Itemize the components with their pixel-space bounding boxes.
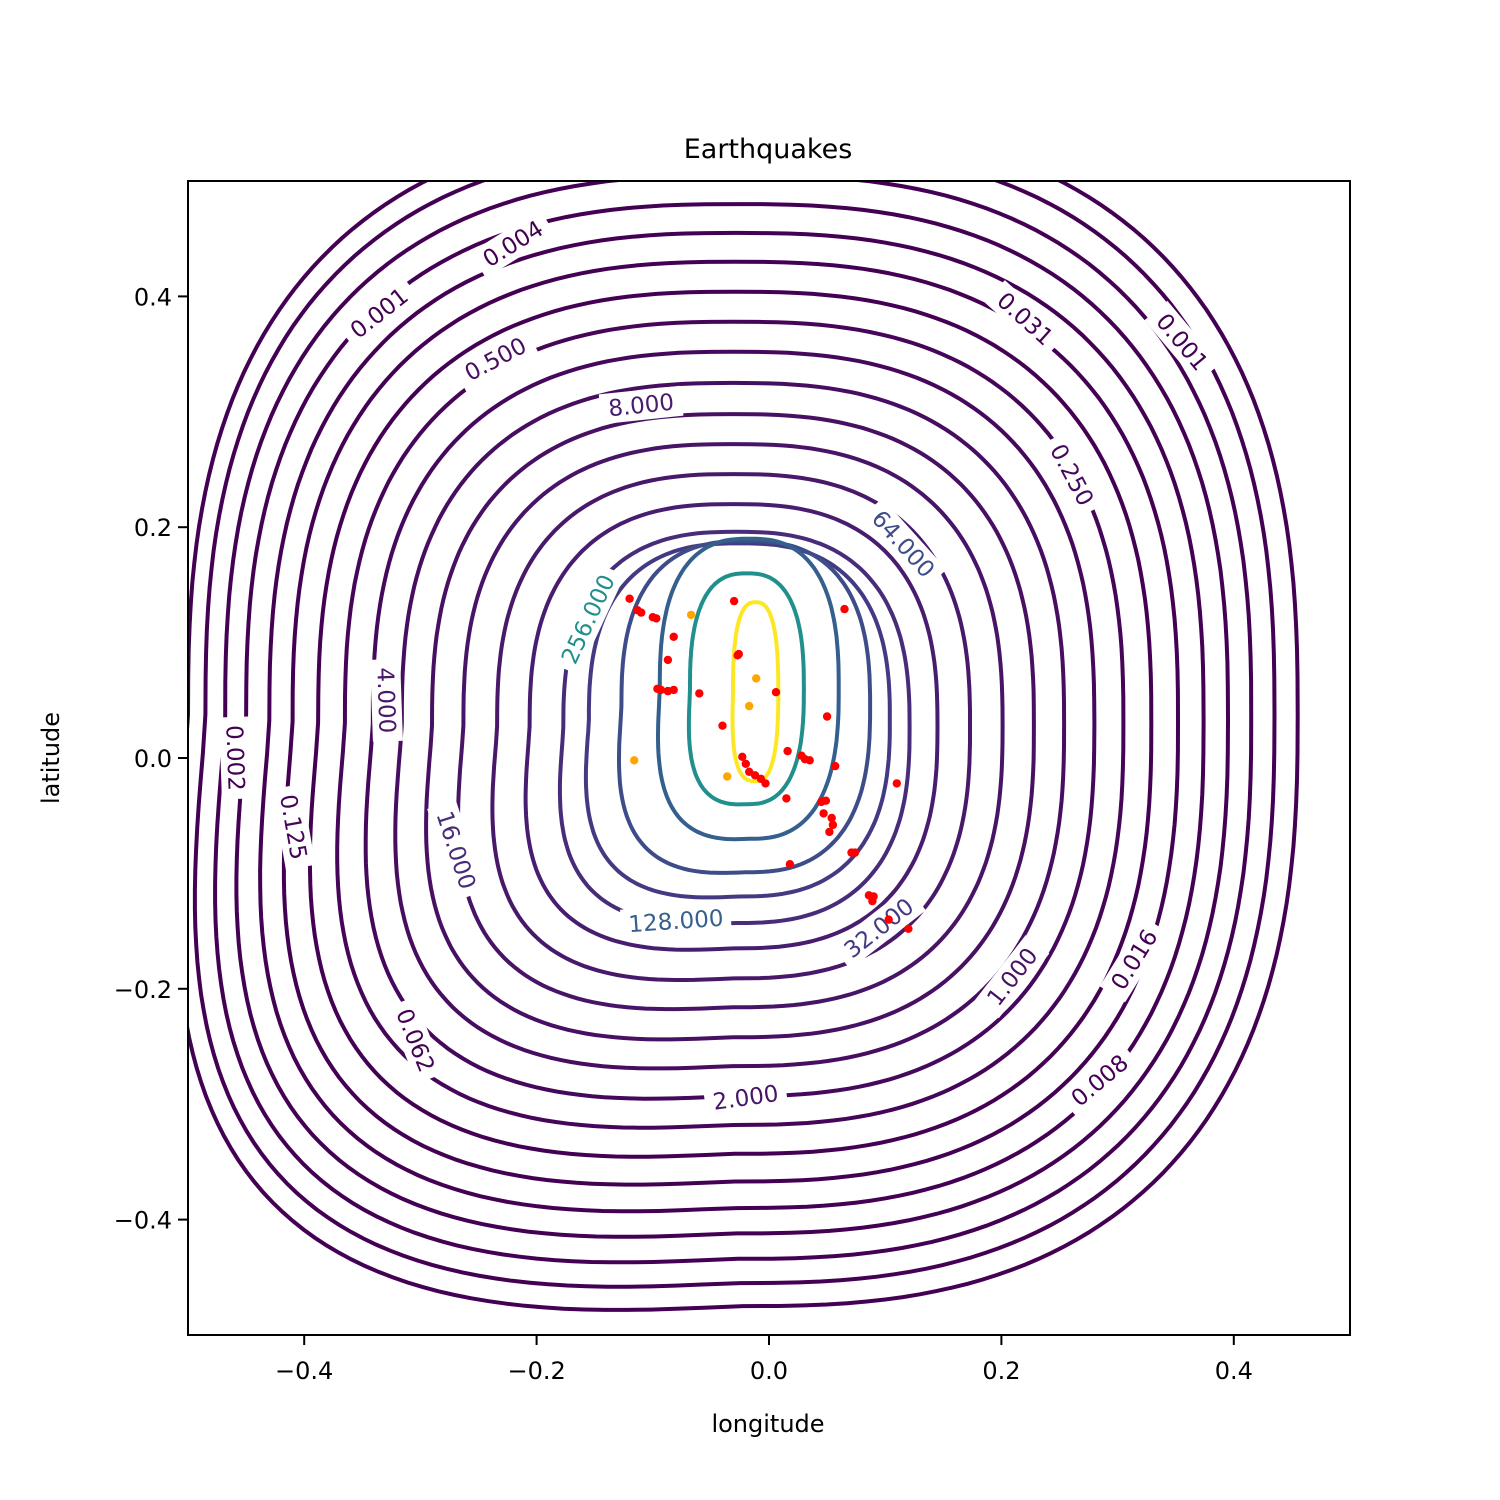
- earthquake-point-red: [637, 608, 646, 617]
- earthquake-point-orange: [745, 701, 754, 711]
- x-tick-label: 0.4: [1215, 1357, 1253, 1385]
- earthquake-point-red: [884, 915, 893, 924]
- earthquake-point-red: [652, 614, 661, 623]
- y-tick-label: −0.4: [114, 1207, 172, 1235]
- earthquake-points: [625, 594, 913, 933]
- earthquake-point-orange: [752, 674, 761, 683]
- contour-line: [617, 538, 873, 875]
- contour-line: [307, 289, 1154, 1159]
- earthquake-point-red: [819, 809, 828, 818]
- earthquake-point-red: [761, 779, 770, 788]
- earthquake-point-red: [663, 655, 673, 665]
- y-tick-label: 0.0: [134, 745, 172, 773]
- earthquake-point-red: [656, 685, 666, 695]
- contour-line: [258, 230, 1206, 1214]
- contour-line: [686, 571, 806, 807]
- earthquake-point-red: [850, 848, 860, 857]
- x-tick-label: 0.0: [750, 1357, 788, 1385]
- contour-label: 16.000: [431, 808, 481, 893]
- y-tick-label: 0.4: [134, 283, 172, 311]
- earthquake-point-red: [771, 688, 781, 697]
- contour-label: 0.500: [461, 333, 531, 387]
- earthquake-point-red: [718, 721, 727, 730]
- earthquake-point-red: [825, 827, 834, 837]
- earthquake-point-red: [669, 685, 678, 695]
- earthquake-point-red: [734, 649, 743, 659]
- earthquake-point-red: [805, 756, 814, 765]
- y-axis-label: latitude: [37, 712, 65, 804]
- contour-line: [456, 442, 1005, 1012]
- earthquake-point-red: [831, 761, 840, 771]
- earthquake-point-red: [827, 813, 836, 823]
- contour-line: [213, 181, 1254, 1265]
- earthquake-point-red: [741, 759, 750, 768]
- earthquake-point-red: [785, 860, 795, 869]
- earthquake-point-red: [729, 596, 739, 606]
- earthquake-point-red: [840, 604, 849, 614]
- x-axis-label: longitude: [711, 1410, 824, 1438]
- y-tick-label: −0.2: [114, 976, 172, 1004]
- earthquake-point-orange: [723, 772, 732, 781]
- earthquake-point-red: [783, 746, 792, 756]
- earthquake-point-red: [669, 632, 678, 641]
- contour-lines: [188, 181, 1300, 1312]
- x-axis-ticks: −0.4 −0.2 0.0 0.2 0.4: [275, 1335, 1253, 1385]
- earthquake-point-red: [828, 820, 838, 830]
- earthquake-point-red: [892, 779, 901, 788]
- contour-label: 0.002: [220, 725, 248, 792]
- y-axis-ticks: 0.4 0.2 0.0 −0.2 −0.4: [114, 283, 188, 1235]
- contour-line: [188, 181, 1300, 1312]
- earthquake-point-red: [738, 752, 747, 761]
- earthquake-point-red: [868, 896, 877, 906]
- earthquake-point-orange: [630, 756, 639, 765]
- earthquake-point-red: [904, 924, 913, 933]
- earthquake-point-red: [750, 771, 760, 780]
- contour-label: 0.004: [479, 216, 549, 273]
- y-tick-label: 0.2: [134, 514, 172, 542]
- earthquake-point-red: [695, 689, 704, 698]
- contour-label: 4.000: [371, 667, 399, 734]
- contour-line: [557, 529, 912, 927]
- chart-title: Earthquakes: [684, 134, 853, 165]
- earthquake-point-red: [782, 794, 791, 803]
- contour-line: [192, 181, 1277, 1289]
- contour-line: [583, 541, 892, 900]
- contour-line: [523, 502, 940, 952]
- earthquake-point-red: [822, 712, 832, 721]
- contour-line: [424, 412, 1036, 1042]
- earthquake-point-red: [821, 796, 831, 805]
- x-tick-label: 0.2: [982, 1357, 1020, 1385]
- earthquake-point-red: [625, 594, 634, 603]
- contour-line: [656, 536, 841, 842]
- earthquake-point-orange: [686, 610, 696, 620]
- contour-label: 0.125: [274, 793, 311, 862]
- contour-line: [730, 600, 781, 784]
- contour-line: [335, 319, 1126, 1130]
- x-tick-label: −0.4: [275, 1357, 333, 1385]
- x-tick-label: −0.2: [507, 1357, 565, 1385]
